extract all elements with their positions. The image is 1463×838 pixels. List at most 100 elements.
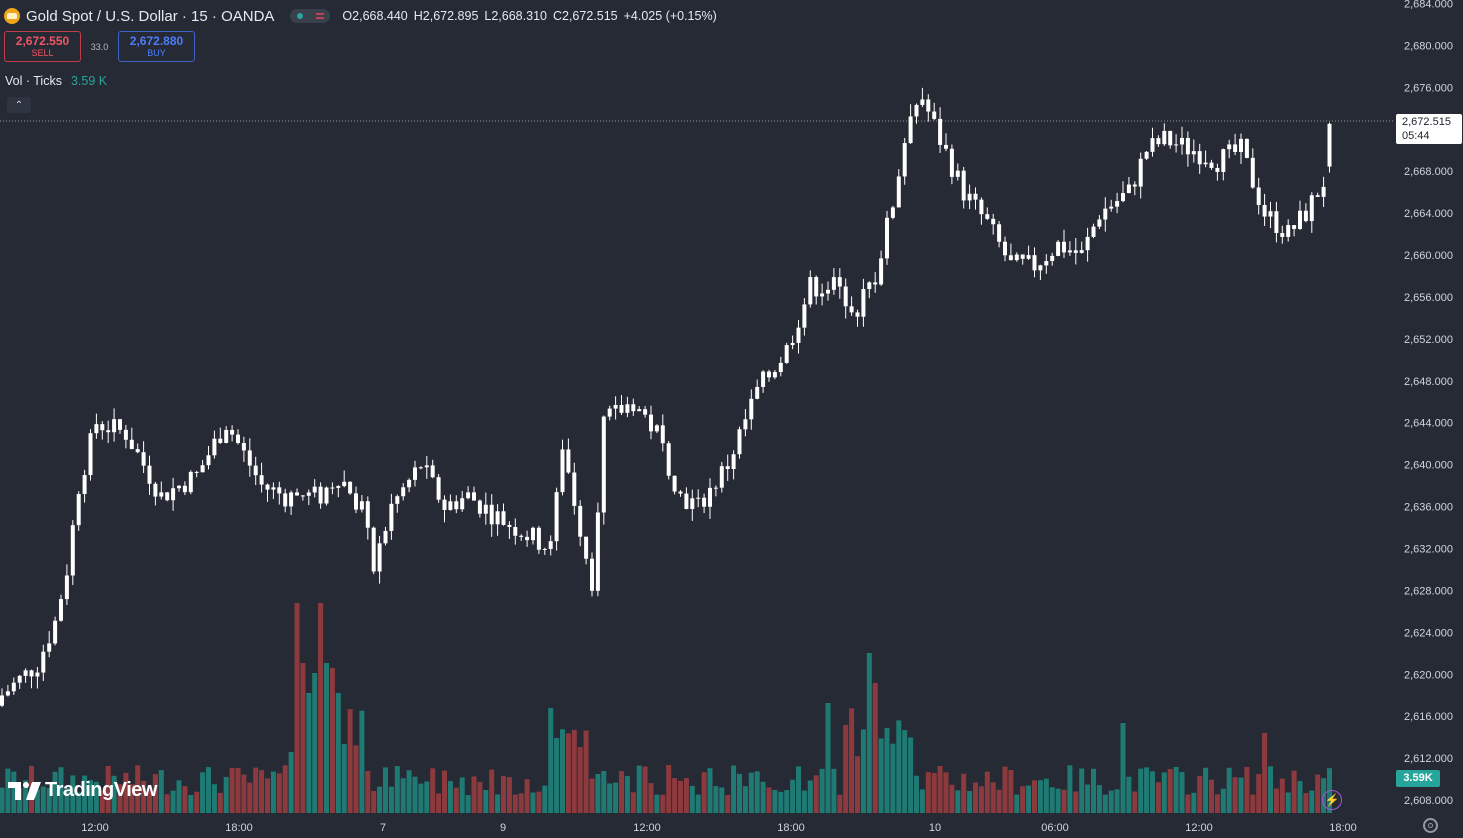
volume-bar <box>701 772 707 813</box>
tradingview-logo[interactable]: TradingView <box>8 779 157 802</box>
volume-bar <box>294 603 300 813</box>
price-axis-label: 2,620.000 <box>1404 669 1453 681</box>
market-status-pill[interactable] <box>290 9 331 23</box>
buy-label: BUY <box>147 48 166 58</box>
volume-bar <box>365 770 371 813</box>
volume-bar <box>855 756 860 813</box>
volume-bar <box>176 780 182 813</box>
volume-bar <box>1291 770 1297 813</box>
collapse-legend-button[interactable]: ⌃ <box>7 97 31 113</box>
volume-bar <box>141 780 147 813</box>
candle-body <box>1162 130 1167 145</box>
candle-body <box>454 501 459 510</box>
volume-bar <box>164 794 170 813</box>
candle-body <box>359 501 364 510</box>
candle-body <box>1109 206 1114 209</box>
candle-body <box>1274 211 1279 234</box>
gear-icon[interactable] <box>1423 818 1438 833</box>
volume-bar <box>324 663 329 813</box>
candle-body <box>277 487 282 494</box>
volume-bar <box>288 751 294 813</box>
price-axis-label: 2,616.000 <box>1404 711 1453 723</box>
lightning-icon[interactable]: ⚡ <box>1322 790 1342 810</box>
volume-bar <box>1214 794 1220 813</box>
candle-body <box>713 487 718 489</box>
volume-bar <box>695 794 701 813</box>
volume-bar <box>129 784 135 813</box>
symbol-title[interactable]: Gold Spot / U.S. Dollar · 15 · OANDA <box>26 7 275 25</box>
candle-body <box>613 404 618 409</box>
candle-body <box>436 477 441 500</box>
volume-bar <box>1256 774 1262 813</box>
data-status-icon <box>315 13 324 19</box>
candle-body <box>389 503 394 531</box>
volume-bar <box>1203 767 1209 813</box>
time-axis-label: 18:00 <box>1329 822 1357 834</box>
volume-bar <box>40 786 46 813</box>
candle-body <box>961 170 966 201</box>
volume-bar <box>1244 766 1250 813</box>
candle-body <box>141 452 146 466</box>
volume-bar <box>1315 774 1321 813</box>
candle-body <box>1215 167 1220 172</box>
candle-body <box>365 501 370 528</box>
volume-bar <box>831 768 837 813</box>
candle-body <box>472 492 476 501</box>
volume-bar <box>1079 768 1085 813</box>
candle-body <box>29 670 34 677</box>
chart-legend: Gold Spot / U.S. Dollar · 15 · OANDA O2,… <box>4 6 717 26</box>
candle-body <box>200 465 205 473</box>
time-axis[interactable]: 12:00 18:00 7 9 12:00 18:00 10 06:00 12:00 18:00 <box>81 822 1357 834</box>
volume-bar <box>642 766 648 813</box>
volume-bar <box>483 789 489 813</box>
price-axis-label: 2,668.000 <box>1404 166 1453 178</box>
sell-button[interactable]: 2,672.550 SELL <box>4 31 81 62</box>
volume-bar <box>1303 793 1309 813</box>
volume-bar <box>1096 785 1102 813</box>
candle-body <box>1227 144 1232 150</box>
volume-bar <box>52 771 58 813</box>
volume-bar <box>211 784 217 813</box>
volume-bar <box>276 773 282 813</box>
candle-body <box>1156 138 1161 145</box>
price-axis-label: 2,640.000 <box>1404 460 1453 472</box>
candle-body <box>1280 233 1285 237</box>
volume-bar <box>1043 778 1049 813</box>
volume-bar <box>713 786 719 813</box>
volume-bar <box>306 693 312 813</box>
candle-body <box>1026 255 1031 259</box>
candle-body <box>23 670 28 676</box>
candle-body <box>1115 201 1120 207</box>
volume-bar <box>312 673 318 813</box>
candle-body <box>418 467 423 469</box>
price-axis[interactable]: 2,684.0002,680.0002,676.0002,672.0002,66… <box>1404 0 1453 807</box>
candle-body <box>430 465 435 478</box>
candle-body <box>1067 250 1072 253</box>
price-axis-label: 2,636.000 <box>1404 502 1453 514</box>
volume-bar <box>241 774 247 813</box>
ohlc-values: O2,668.440 H2,672.895 L2,668.310 C2,672.… <box>342 9 716 23</box>
volume-bar <box>554 738 560 813</box>
candle-body <box>401 487 406 497</box>
candle-body <box>731 454 736 469</box>
volume-bar <box>5 768 11 813</box>
gold-symbol-icon[interactable] <box>4 8 20 24</box>
buy-price: 2,672.880 <box>129 34 184 48</box>
volume-bar <box>967 790 973 813</box>
candle-body <box>230 429 235 435</box>
candle-body <box>495 511 500 525</box>
time-axis-label: 06:00 <box>1041 822 1069 834</box>
volume-bar <box>394 766 400 813</box>
candle-body <box>318 486 323 504</box>
volume-bar <box>11 771 17 813</box>
volume-bar <box>282 765 288 813</box>
buy-button[interactable]: 2,672.880 BUY <box>118 31 195 62</box>
volume-bar <box>158 770 164 813</box>
candle-body <box>0 695 4 706</box>
volume-legend[interactable]: Vol · Ticks 3.59 K <box>5 74 107 88</box>
time-axis-label: 18:00 <box>777 822 805 834</box>
candle-body <box>879 258 884 285</box>
volume-bar <box>1268 766 1273 813</box>
candle-body <box>820 293 825 297</box>
